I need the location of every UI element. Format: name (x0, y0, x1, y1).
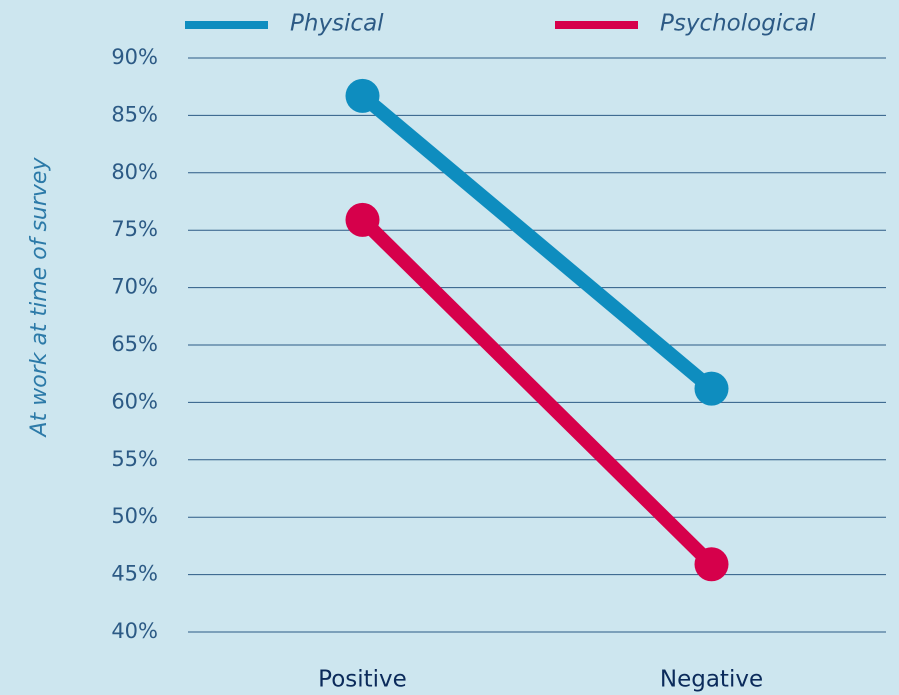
y-tick-label: 70% (111, 275, 158, 299)
legend-label: Physical (290, 11, 384, 37)
point (345, 78, 380, 113)
y-tick-label: 45% (111, 562, 158, 586)
y-tick-label: 75% (111, 217, 158, 241)
y-tick-label: 85% (111, 102, 158, 126)
y-tick-label: 40% (111, 619, 158, 643)
y-tick-label: 80% (111, 160, 158, 184)
y-tick-label: 55% (111, 447, 158, 471)
y-axis-label: At work at time of survey (27, 157, 52, 439)
series-line (357, 214, 717, 570)
point (694, 547, 729, 582)
point (694, 371, 729, 406)
series-line (358, 90, 716, 394)
legend-label: Psychological (660, 11, 816, 37)
y-tick-label: 60% (111, 389, 158, 413)
y-tick-label: 90% (111, 45, 158, 69)
y-tick-label: 50% (111, 504, 158, 528)
point (345, 202, 380, 237)
x-tick-label: Negative (660, 667, 763, 693)
y-tick-label: 65% (111, 332, 158, 356)
x-tick-label: Positive (318, 667, 407, 693)
